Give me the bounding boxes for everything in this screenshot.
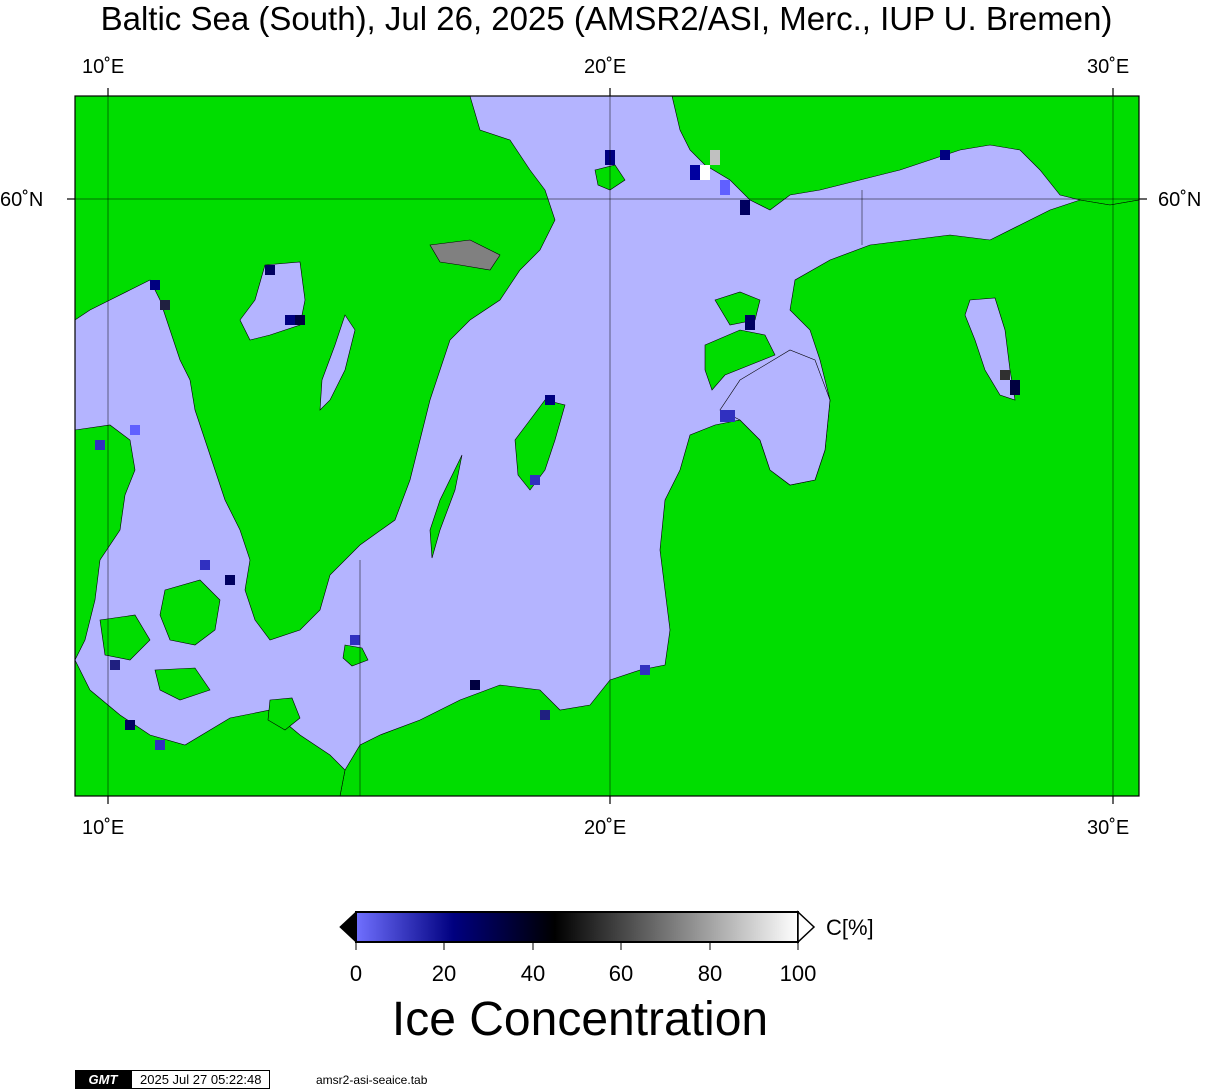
colorbar-tick-60: 60 — [608, 961, 634, 986]
colorbar-title: Ice Concentration — [391, 993, 769, 1046]
graticule — [75, 96, 1139, 796]
lake-malaren — [429, 239, 501, 271]
land-zealand — [159, 579, 221, 646]
lon-label-top-10e: 10˚E — [82, 56, 125, 78]
colorbar-tick-100: 100 — [779, 961, 817, 986]
gulf-of-riga — [719, 349, 831, 486]
land-oland — [429, 454, 463, 559]
colorbar-unit-label: C[%] — [826, 915, 874, 940]
lake-vattern — [319, 314, 356, 411]
map-title: Baltic Sea (South), Jul 26, 2025 (AMSR2/… — [100, 0, 1113, 37]
land-denmark — [74, 424, 136, 661]
lon-label-top-30e: 30˚E — [1087, 56, 1130, 78]
gmt-logo: GMT — [75, 1070, 131, 1089]
colorbar-tick-0: 0 — [349, 961, 363, 986]
colorbar — [339, 910, 816, 950]
land-baltic-states — [339, 199, 1140, 797]
land-lolland — [154, 667, 211, 701]
map-frame — [74, 95, 1140, 797]
lon-label-bottom-30e: 30˚E — [1087, 817, 1130, 839]
colorbar-under-triangle — [339, 910, 357, 944]
gmt-timestamp: 2025 Jul 27 05:22:48 — [131, 1070, 271, 1089]
land-saaremaa — [704, 329, 776, 391]
lat-label-right-60n: 60˚N — [1158, 189, 1202, 211]
map-ticks — [67, 88, 1147, 804]
land-scandinavia — [74, 95, 556, 641]
lon-label-top-20e: 20˚E — [584, 56, 627, 78]
colorbar-tick-80: 80 — [697, 961, 723, 986]
colorbar-over-triangle — [797, 910, 816, 944]
source-filename: amsr2-asi-seaice.tab — [316, 1073, 428, 1087]
land-rugen — [267, 697, 301, 731]
lon-label-bottom-20e: 20˚E — [584, 817, 627, 839]
lat-label-left-60n: 60˚N — [0, 189, 44, 211]
colorbar-tick-40: 40 — [520, 961, 546, 986]
land-funen — [99, 614, 151, 661]
land-gotland — [514, 399, 566, 491]
colorbar-gradient — [355, 911, 799, 943]
colorbar-tick-20: 20 — [431, 961, 457, 986]
lon-label-bottom-10e: 10˚E — [82, 817, 125, 839]
